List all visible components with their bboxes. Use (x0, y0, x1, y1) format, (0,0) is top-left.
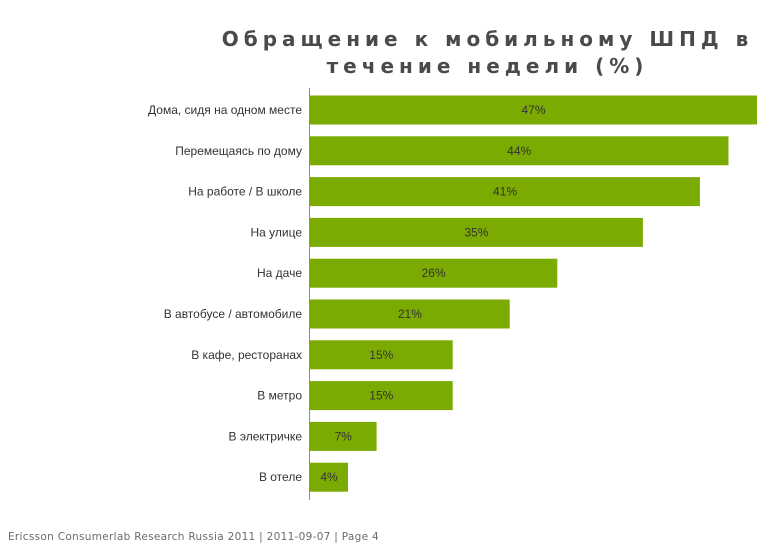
value-label: 15% (369, 389, 393, 403)
category-label: В отеле (259, 470, 302, 484)
category-label: В электричке (229, 429, 303, 443)
category-label: Перемещаясь по дому (175, 144, 302, 158)
category-label: Дома, сидя на одном месте (148, 103, 302, 117)
category-label: В кафе, ресторанах (191, 348, 302, 362)
value-label: 15% (369, 348, 393, 362)
value-label: 47% (521, 103, 545, 117)
category-label: В автобусе / автомобиле (164, 307, 303, 321)
category-label: В метро (257, 389, 302, 403)
bar (310, 340, 453, 370)
value-label: 4% (320, 470, 338, 484)
chart-title: Обращение к мобильному ШПД в течение нед… (221, 27, 754, 78)
bar (310, 95, 757, 125)
bar (310, 381, 453, 411)
category-label: На работе / В школе (188, 185, 302, 199)
category-label: На даче (257, 266, 302, 280)
category-label: На улице (250, 225, 302, 239)
footer-text: Ericsson Consumerlab Research Russia 201… (8, 531, 380, 543)
value-label: 26% (422, 266, 446, 280)
bar (310, 258, 558, 288)
bar (310, 136, 729, 166)
value-label: 21% (398, 307, 422, 321)
bar (310, 177, 700, 207)
value-label: 35% (464, 225, 488, 239)
value-label: 44% (507, 144, 531, 158)
bar (310, 421, 377, 451)
bar (310, 299, 510, 329)
value-label: 41% (493, 185, 517, 199)
bar (310, 217, 643, 247)
value-label: 7% (335, 429, 353, 443)
bar (310, 462, 348, 492)
